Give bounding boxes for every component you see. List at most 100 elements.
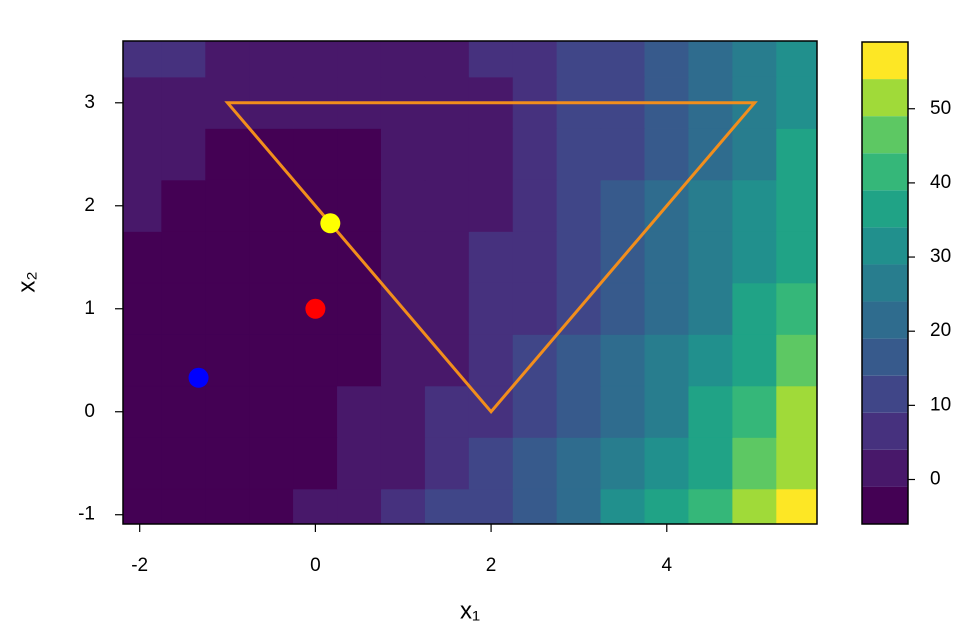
contour-cell	[380, 385, 426, 438]
contour-cell	[688, 282, 733, 335]
contour-cell	[161, 488, 206, 524]
contour-cell	[776, 334, 817, 387]
y-axis-title: x₂	[13, 271, 40, 292]
contour-cell	[512, 437, 558, 490]
colorbar-band	[862, 190, 908, 228]
contour-cell	[556, 488, 602, 524]
contour-cell	[380, 334, 426, 387]
contour-cell	[249, 231, 294, 284]
y-tick-label: 0	[84, 401, 95, 422]
contour-cell	[123, 437, 162, 490]
contour-cell	[337, 128, 382, 181]
contour-cell	[123, 76, 162, 129]
contour-cell	[776, 41, 817, 78]
contour-cell	[380, 41, 426, 78]
contour-cell	[161, 231, 206, 284]
contour-cell	[337, 437, 382, 490]
contour-cell	[380, 488, 426, 524]
contour-cell	[688, 179, 733, 232]
colorbar-band	[862, 227, 908, 265]
contour-cell	[600, 385, 646, 438]
contour-cell	[424, 41, 470, 78]
colorbar-frame	[861, 41, 909, 525]
contour-cell	[161, 76, 206, 129]
point	[320, 213, 341, 234]
contour-cell	[380, 231, 426, 284]
x-tick-label: 4	[661, 555, 672, 576]
colorbar-band	[862, 375, 908, 413]
contour-cell	[556, 385, 602, 438]
colorbar-band	[862, 486, 908, 524]
contour-cell	[732, 488, 777, 524]
contour-cell	[512, 385, 558, 438]
contour-cell	[776, 488, 817, 524]
contour-cell	[512, 488, 558, 524]
contour-cell	[468, 437, 514, 490]
contour-cell	[732, 41, 777, 78]
contour-cell	[688, 334, 733, 387]
contour-cell	[380, 179, 426, 232]
contour-cell	[556, 437, 602, 490]
contour-cell	[123, 334, 162, 387]
colorbar-band	[862, 153, 908, 191]
contour-cell	[205, 128, 250, 181]
contour-fill	[123, 41, 817, 524]
contour-cell	[161, 437, 206, 490]
y-tick-label: 3	[84, 92, 95, 113]
contour-cell	[293, 385, 338, 438]
contour-cell	[337, 334, 382, 387]
contour-cell	[205, 282, 250, 335]
contour-cell	[600, 41, 646, 78]
contour-cell	[123, 282, 162, 335]
colorbar-band	[862, 301, 908, 339]
colorbar-band	[862, 79, 908, 117]
contour-cell	[512, 179, 558, 232]
contour-cell	[468, 231, 514, 284]
contour-cell	[600, 437, 646, 490]
contour-cell	[644, 128, 690, 181]
contour-cell	[688, 385, 733, 438]
colorbar-tick-label: 20	[930, 320, 951, 341]
contour-cell	[556, 41, 602, 78]
contour-cell	[293, 437, 338, 490]
contour-cell	[205, 437, 250, 490]
contour-cell	[123, 41, 162, 78]
contour-cell	[468, 334, 514, 387]
contour-cell	[732, 231, 777, 284]
contour-cell	[205, 41, 250, 78]
colorbar-tick-label: 10	[930, 394, 951, 415]
contour-cell	[512, 128, 558, 181]
contour-cell	[337, 488, 382, 524]
colorbar-band	[862, 116, 908, 154]
y-tick-label: 2	[84, 195, 95, 216]
contour-cell	[161, 282, 206, 335]
contour-cell	[600, 334, 646, 387]
contour-cell	[600, 282, 646, 335]
contour-cell	[123, 231, 162, 284]
contour-cell	[776, 179, 817, 232]
contour-cell	[380, 437, 426, 490]
contour-cell	[732, 437, 777, 490]
contour-cell	[424, 437, 470, 490]
contour-cell	[776, 385, 817, 438]
contour-cell	[468, 282, 514, 335]
x-tick-label: -2	[131, 555, 148, 576]
contour-cell	[644, 41, 690, 78]
contour-cell	[249, 179, 294, 232]
contour-cell	[776, 231, 817, 284]
contour-cell	[688, 41, 733, 78]
x-axis-title: x₁	[460, 597, 480, 624]
contour-cell	[249, 437, 294, 490]
contour-cell	[732, 282, 777, 335]
contour-cell	[644, 282, 690, 335]
contour-cell	[424, 231, 470, 284]
contour-cell	[293, 334, 338, 387]
contour-cell	[424, 385, 470, 438]
y-tick-label: 1	[84, 298, 95, 319]
x-tick-label: 0	[310, 555, 321, 576]
contour-cell	[123, 488, 162, 524]
colorbar-tick-label: 40	[930, 172, 951, 193]
contour-cell	[205, 179, 250, 232]
